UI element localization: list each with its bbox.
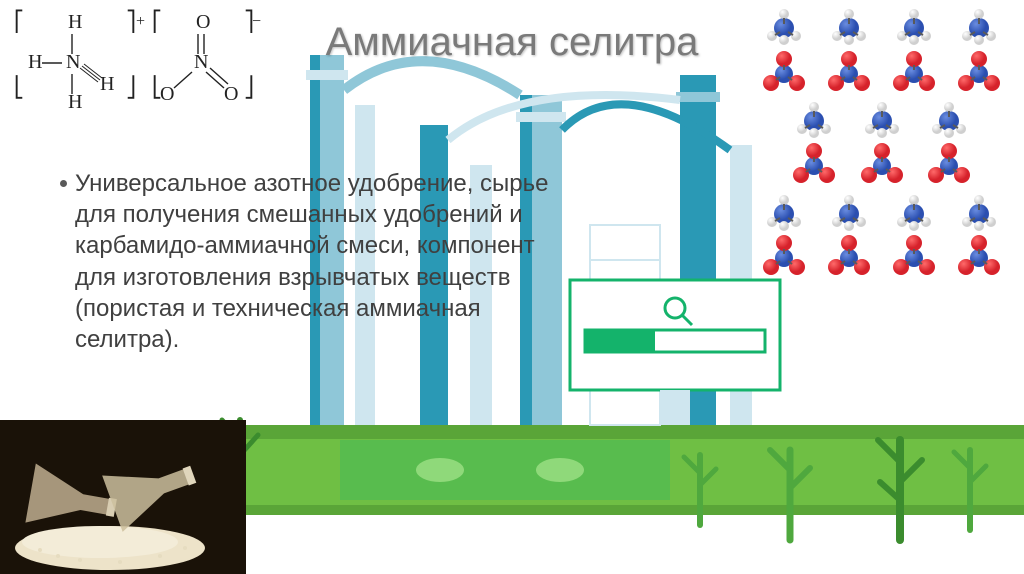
svg-text:⎡: ⎡ <box>14 9 24 34</box>
svg-text:O: O <box>224 83 238 105</box>
svg-text:⎦: ⎦ <box>244 75 254 99</box>
svg-text:⎦: ⎦ <box>126 75 136 99</box>
bullet-icon <box>60 180 67 187</box>
svg-text:H: H <box>68 11 82 33</box>
product-photo <box>0 420 246 574</box>
svg-text:⎡: ⎡ <box>152 9 162 34</box>
molecular-lattice <box>754 6 1014 286</box>
body-text: Универсальное азотное удобрение, сырье д… <box>75 168 560 355</box>
svg-text:N: N <box>66 51 80 73</box>
slide-title: Аммиачная селитра <box>326 20 699 65</box>
svg-text:O: O <box>196 11 210 33</box>
chemical-formula: ⎡⎣ ⎤⎦ + N H H H H ⎡⎣ ⎤⎦ − <box>8 8 264 128</box>
svg-text:H: H <box>68 91 82 113</box>
svg-text:N: N <box>194 51 208 73</box>
svg-text:H: H <box>100 73 114 95</box>
svg-text:O: O <box>160 83 174 105</box>
svg-text:⎤: ⎤ <box>126 9 136 34</box>
svg-text:−: − <box>252 13 261 30</box>
body-text-block: Универсальное азотное удобрение, сырье д… <box>60 168 560 355</box>
slide: Аммиачная селитра ⎡ ⎣ ⎤ ⎦ + N H H H H <box>0 0 1024 574</box>
svg-text:⎣: ⎣ <box>14 75 24 99</box>
svg-text:H: H <box>28 51 42 73</box>
svg-text:+: + <box>136 13 145 30</box>
